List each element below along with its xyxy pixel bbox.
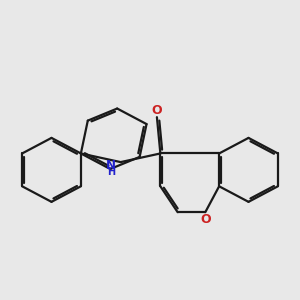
Text: N: N [105, 159, 116, 172]
Text: O: O [200, 213, 211, 226]
Text: H: H [107, 167, 116, 177]
Text: O: O [152, 104, 162, 117]
